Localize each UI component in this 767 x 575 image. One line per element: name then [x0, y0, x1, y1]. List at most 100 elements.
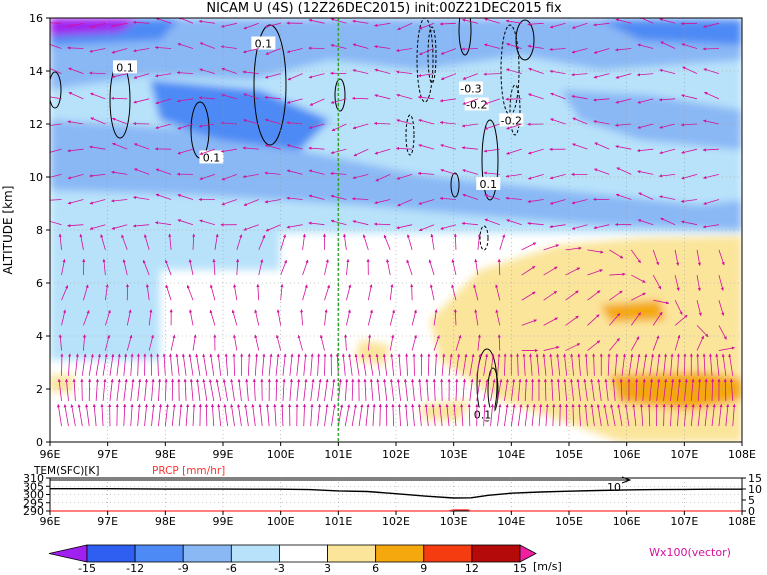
wind-vector — [674, 249, 680, 266]
y-tick-label: 10 — [29, 171, 43, 184]
surface-x-tick-label: 104E — [497, 515, 525, 528]
wind-vector — [391, 403, 395, 427]
wind-vector — [448, 353, 453, 376]
wind-vector — [476, 378, 482, 401]
wind-vector — [681, 43, 698, 49]
wind-vector — [50, 173, 62, 178]
wind-vector — [352, 220, 369, 226]
wind-vector — [395, 70, 413, 75]
wind-vector — [659, 148, 676, 155]
wind-vector — [571, 94, 588, 100]
wind-vector — [590, 378, 595, 401]
wind-vector — [462, 73, 479, 80]
wind-vector — [403, 378, 408, 401]
x-axis-ticks: 96E 97E 98E 99E 100E 101E 102E 103E 104E 105E 106E… — [40, 442, 756, 461]
wind-vector — [718, 249, 725, 266]
wind-vector — [352, 19, 369, 24]
cross-section-panel: 0.1 0.1 0.1 -0.3 -0.2 -0.2 0.1 0.1 96E 97E 98E 99E… — [1, 12, 756, 461]
wind-vector — [50, 123, 62, 126]
wind-vector — [280, 234, 287, 250]
wind-vector — [195, 353, 201, 376]
wind-vector — [296, 353, 301, 376]
wind-vector — [154, 45, 172, 50]
wind-vector — [308, 221, 325, 226]
wind-vector — [317, 353, 321, 376]
wind-vector — [67, 22, 84, 28]
wind-vector — [656, 378, 661, 401]
wind-vector — [372, 403, 376, 427]
wind-vector — [572, 143, 588, 150]
wind-vector — [308, 18, 325, 24]
wind-vector — [104, 309, 111, 326]
x-tick-label: 102E — [382, 448, 410, 461]
wind-vector — [177, 219, 194, 226]
wind-vector — [216, 353, 222, 376]
wind-vector — [702, 353, 706, 376]
wind-vector — [202, 378, 208, 401]
colorbar-tick-label: 3 — [324, 562, 331, 575]
wind-vector — [497, 258, 501, 276]
wind-vector — [659, 68, 676, 75]
wind-vector — [583, 378, 588, 401]
wind-vector — [287, 73, 303, 81]
wind-vector — [264, 95, 281, 100]
wind-vector — [674, 274, 680, 291]
wind-vector — [192, 403, 196, 427]
contour-label-bg — [458, 81, 483, 95]
wind-vector — [587, 249, 604, 254]
surface-x-tick-label: 106E — [613, 515, 641, 528]
x-tick-label: 97E — [97, 448, 118, 461]
wind-vector — [111, 22, 128, 28]
wind-vector — [607, 353, 611, 376]
wind-vector — [275, 334, 282, 351]
y-tick-label: 2 — [36, 383, 43, 396]
wind-vector — [50, 96, 62, 100]
colorbar-box — [134, 544, 184, 563]
wind-vector — [308, 146, 325, 150]
wind-vector — [659, 123, 676, 129]
wind-vector — [543, 378, 547, 401]
wind-vector — [484, 43, 500, 49]
wind-vector — [499, 234, 506, 250]
wind-vector — [418, 119, 435, 125]
wind-vector — [682, 66, 698, 75]
colorbar-tick-label: 15 — [513, 562, 527, 575]
wind-vector — [587, 269, 603, 276]
wind-vector — [275, 378, 279, 401]
y-axis-label: ALTITUDE [km] — [1, 186, 15, 275]
colorbar-low-end — [48, 544, 88, 563]
wind-vector — [521, 265, 536, 276]
wind-vector — [145, 284, 150, 301]
wind-vector — [389, 284, 394, 301]
wind-vector — [198, 123, 215, 128]
x-tick-label: 101E — [324, 448, 352, 461]
wind-vector — [111, 117, 128, 125]
wind-vector — [50, 220, 62, 226]
wind-vector — [330, 194, 347, 200]
wind-vector — [411, 309, 417, 326]
wind-vector — [543, 290, 558, 301]
wind-vector — [230, 404, 235, 427]
wind-vector — [597, 378, 602, 401]
wind-vector — [473, 284, 479, 301]
wind-vector — [383, 234, 391, 251]
wind-vector — [324, 403, 329, 427]
wind-vector — [237, 404, 242, 427]
wind-vector — [346, 309, 351, 326]
wind-vector — [310, 378, 315, 401]
wind-vector — [703, 22, 720, 28]
wind-vector — [102, 353, 108, 376]
wind-vector — [624, 404, 630, 427]
wind-vector — [593, 224, 610, 230]
wind-vector — [433, 335, 440, 351]
wind-vector — [603, 404, 609, 427]
wind-vector — [264, 144, 281, 150]
wind-vector — [264, 22, 281, 28]
wind-vector — [61, 309, 67, 326]
wind-vector — [67, 199, 84, 205]
wind-vector — [242, 70, 259, 75]
surface-panel: 10 TEM(SFC)[K] PRCP [mm/hr] 290295300305… — [23, 465, 762, 528]
wind-vector — [289, 353, 294, 376]
wind-vector — [154, 73, 172, 78]
wind-vector — [395, 146, 413, 151]
